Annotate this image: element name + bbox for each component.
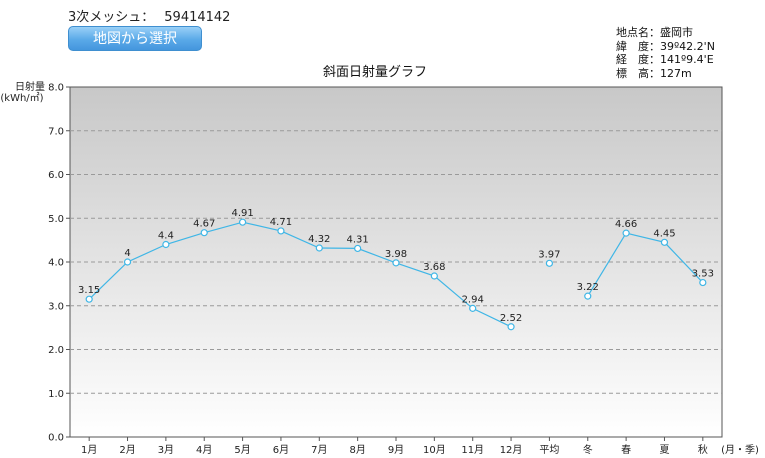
data-point xyxy=(545,259,554,267)
x-tick-label: 春 xyxy=(621,444,631,456)
data-point xyxy=(584,292,592,300)
data-value-label: 3.68 xyxy=(423,262,445,273)
y-tick-label: 3.0 xyxy=(48,301,64,312)
x-tick-label: 2月 xyxy=(119,444,135,456)
mesh-code-label: 3次メッシュ： xyxy=(68,10,155,25)
x-axis-ticks: 1月 2月 3月 4月 5月 6月 7月 8月 9月 10月 11月 12月 平均 冬 春 夏 秋 xyxy=(81,437,708,456)
latitude-row: 緯 度：39º42.2'N xyxy=(616,39,715,53)
data-value-label: 4.4 xyxy=(158,231,174,242)
data-point xyxy=(123,258,132,266)
x-tick-label: 夏 xyxy=(659,444,669,456)
series-line xyxy=(587,232,704,297)
data-point xyxy=(354,244,362,253)
latitude-value: 39º42.2'N xyxy=(660,39,715,53)
data-value-label: 3.15 xyxy=(78,285,100,296)
data-value-label: 3.53 xyxy=(692,269,714,280)
x-tick-label: 10月 xyxy=(423,444,446,456)
data-point xyxy=(277,227,285,235)
y-tick-label: 7.0 xyxy=(48,126,64,137)
x-tick-label: 平均 xyxy=(539,444,559,456)
data-value-label: 2.52 xyxy=(500,313,522,324)
data-point xyxy=(85,295,93,303)
data-point xyxy=(469,304,477,312)
location-name-label: 地点名 xyxy=(616,26,649,39)
x-tick-label: 3月 xyxy=(158,444,174,456)
data-point xyxy=(507,323,515,331)
y-tick-label: 4.0 xyxy=(48,258,64,269)
data-labels: 3.15 4 4.4 4.67 4.91 4.71 4.32 4.31 3.98 3.68 2.94… xyxy=(78,208,714,324)
data-value-label: 4.45 xyxy=(653,228,675,239)
location-info: 地点名：盛岡市 緯 度：39º42.2'N 経 度：141º9.4'E 標 高：… xyxy=(616,26,715,80)
data-point xyxy=(392,259,400,267)
x-tick-label: 7月 xyxy=(311,444,327,456)
x-tick-label: 12月 xyxy=(500,444,523,456)
latitude-label: 緯 度 xyxy=(616,39,649,53)
elevation-label: 標 高 xyxy=(616,66,649,80)
x-tick-label: 4月 xyxy=(196,444,212,456)
elevation-value: 127m xyxy=(660,66,692,80)
data-point xyxy=(660,238,669,246)
data-value-label: 2.94 xyxy=(462,294,484,305)
data-value-label: 4 xyxy=(124,248,130,259)
y-tick-label: 6.0 xyxy=(48,170,64,181)
mesh-code-value: 59414142 xyxy=(164,10,231,25)
x-axis-label: (月・季) xyxy=(721,444,759,456)
location-name-row: 地点名：盛岡市 xyxy=(616,26,693,39)
data-value-label: 4.32 xyxy=(308,234,330,245)
series-line xyxy=(88,221,512,328)
data-value-label: 4.67 xyxy=(193,219,215,230)
data-value-label: 3.22 xyxy=(577,282,599,293)
data-point xyxy=(238,218,247,226)
series-radiation xyxy=(85,218,707,331)
location-name-value: 盛岡市 xyxy=(660,26,693,39)
x-tick-label: 冬 xyxy=(583,443,593,456)
x-tick-label: 11月 xyxy=(461,444,484,456)
select-from-map-button[interactable]: 地図から選択 xyxy=(68,26,202,51)
x-tick-label: 秋 xyxy=(698,443,708,456)
elevation-row: 標 高：127m xyxy=(616,66,692,80)
data-point xyxy=(200,229,208,237)
y-axis-label-line1: 日射量 xyxy=(15,81,45,93)
x-tick-label: 8月 xyxy=(349,444,365,456)
y-tick-label: 5.0 xyxy=(48,214,64,225)
y-tick-label: 8.0 xyxy=(48,83,64,94)
data-point xyxy=(315,244,323,252)
data-point xyxy=(622,229,630,237)
data-value-label: 3.97 xyxy=(538,249,560,260)
mesh-code-line: 3次メッシュ： 59414142 xyxy=(68,6,230,25)
longitude-row: 経 度：141º9.4'E xyxy=(616,53,714,66)
data-point xyxy=(699,278,707,287)
x-tick-label: 5月 xyxy=(234,444,250,456)
y-tick-label: 0.0 xyxy=(48,433,64,444)
y-axis-ticks: 0.0 1.0 2.0 3.0 4.0 5.0 6.0 7.0 8.0 xyxy=(48,83,70,444)
chart-title: 斜面日射量グラフ xyxy=(323,64,427,80)
data-value-label: 4.31 xyxy=(347,234,369,245)
data-value-label: 4.66 xyxy=(615,219,637,230)
data-value-label: 4.91 xyxy=(231,208,253,219)
x-tick-label: 9月 xyxy=(388,444,404,456)
longitude-value: 141º9.4'E xyxy=(660,53,714,66)
data-value-label: 4.71 xyxy=(270,217,292,228)
data-point xyxy=(162,240,170,249)
x-tick-label: 6月 xyxy=(273,444,289,456)
longitude-label: 経 度 xyxy=(616,53,649,66)
data-value-label: 3.98 xyxy=(385,249,407,260)
data-point xyxy=(430,272,438,280)
x-tick-label: 1月 xyxy=(81,444,97,456)
y-tick-label: 1.0 xyxy=(48,389,64,400)
y-tick-label: 2.0 xyxy=(48,345,64,356)
y-axis-label-line2: (kWh/㎡) xyxy=(0,92,43,104)
